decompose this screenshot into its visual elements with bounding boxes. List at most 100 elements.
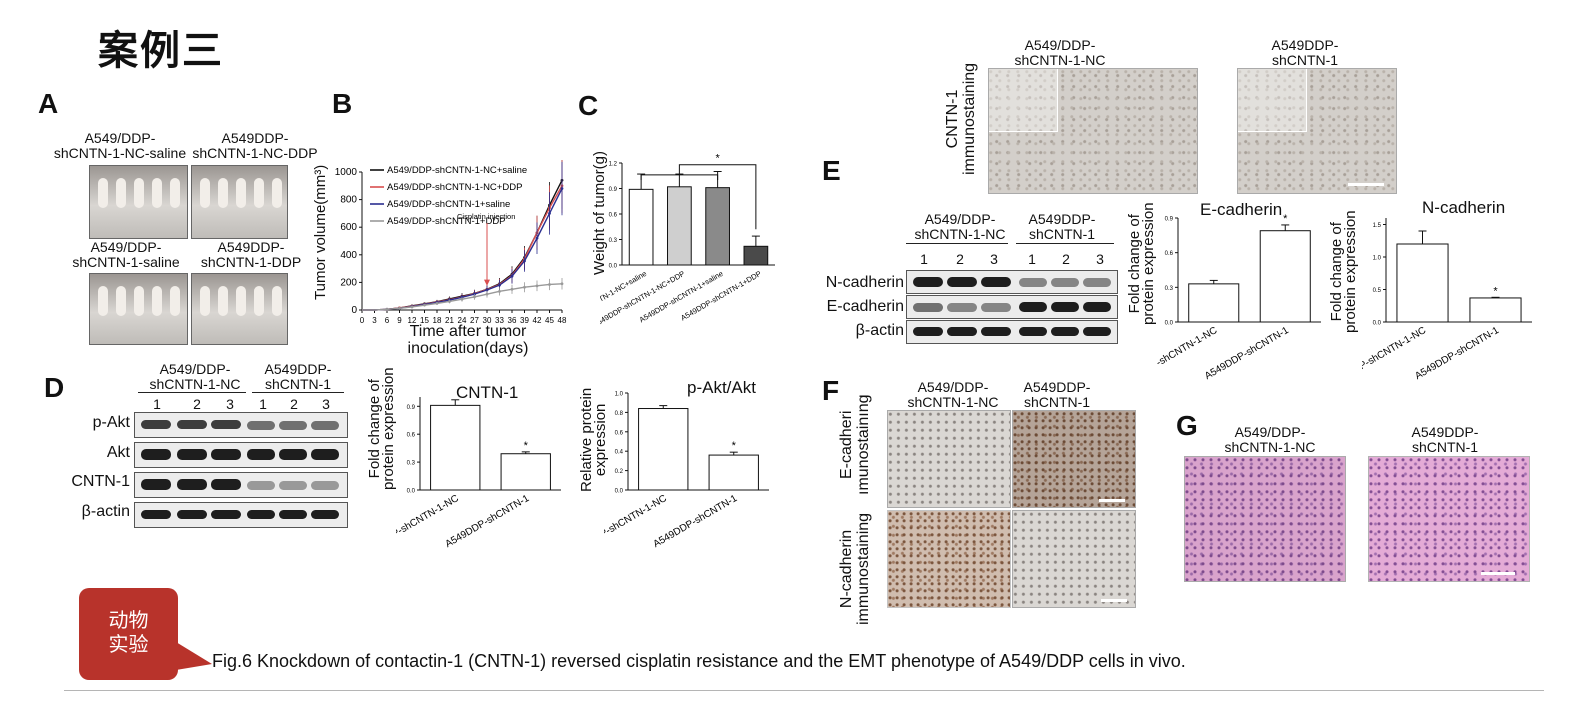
- x-tick-label: 45: [545, 316, 554, 325]
- he-stain-image: [1368, 456, 1530, 582]
- western-blot-strip: [134, 472, 348, 498]
- badge-pointer: [176, 642, 212, 670]
- blot-group-label: A549/DDP-shCNTN-1-NC: [149, 361, 241, 392]
- y-tick-label: 0.4: [615, 450, 624, 456]
- bar: [743, 245, 769, 266]
- x-tick-label: 42: [533, 316, 542, 325]
- chart-ylabel: Fold change of protein expression: [1328, 210, 1359, 333]
- x-tick-label: 9: [397, 316, 402, 325]
- panel-label-a: A: [38, 88, 59, 119]
- western-blot-strip: [906, 320, 1118, 344]
- y-tick-label: 0: [351, 305, 357, 316]
- x-tick-label: 0: [360, 316, 365, 325]
- x-tick-label: 6: [385, 316, 390, 325]
- ihc-inset: [989, 69, 1058, 132]
- blot-row-label: p-Akt: [92, 414, 130, 431]
- data-point: [535, 236, 539, 240]
- x-tick-label: 33: [495, 316, 504, 325]
- data-point: [510, 274, 514, 278]
- divider: [252, 392, 344, 393]
- ihc-caption: A549/DDP-shCNTN-1-NC: [1014, 37, 1106, 68]
- ihc-ylabel: N-cadherin immunostaining: [838, 512, 872, 625]
- western-blot-strip: [134, 442, 348, 468]
- bar: [500, 453, 551, 491]
- western-blot-strip: [134, 502, 348, 528]
- panel-a-caption: A549/DDP-shCNTN-1-NC-saline: [53, 130, 187, 161]
- bar: [1259, 230, 1311, 323]
- panel-label-e: E: [822, 155, 841, 186]
- x-tick-label: 18: [433, 316, 442, 325]
- divider: [1016, 243, 1114, 244]
- x-tick-label: A549DDP-shCNTN-1-NC: [604, 493, 669, 559]
- bar: [1469, 297, 1522, 323]
- y-tick-label: 0.0: [1165, 321, 1174, 327]
- ihc-ylabel: CNTN-1 immunostaining: [944, 62, 978, 175]
- y-tick-label: 0.6: [1165, 251, 1174, 257]
- data-point: [560, 187, 564, 190]
- figure-caption: Fig.6 Knockdown of contactin-1 (CNTN-1) …: [212, 651, 1186, 671]
- scale-bar: [1481, 572, 1515, 575]
- bar: [430, 404, 481, 491]
- pakt-bar-chart: 0.00.20.40.60.81.0A549DDP-shCNTN-1-NCA54…: [604, 392, 769, 559]
- data-point: [385, 307, 389, 311]
- y-tick-label: 0.6: [609, 213, 618, 219]
- data-point: [523, 285, 526, 289]
- lane-number: 1: [153, 396, 161, 412]
- bar: [628, 188, 654, 266]
- lane-number: 3: [990, 251, 998, 267]
- lane-number: 2: [956, 251, 964, 267]
- lane-number: 1: [920, 251, 928, 267]
- lane-number: 3: [1096, 251, 1104, 267]
- panel-b-xlabel: Time after tumor inoculation(days): [407, 323, 529, 357]
- significance-star: *: [524, 440, 529, 452]
- panel-label-d: D: [44, 372, 65, 403]
- panel-a-caption: A549DDP-shCNTN-1-DDP: [200, 239, 302, 270]
- chart-ylabel: Fold change of protein expression: [366, 367, 397, 490]
- cntn1-bar-chart: 0.00.30.60.9A549DDP-shCNTN-1-NCA549DDP-s…: [396, 397, 561, 559]
- divider: [64, 690, 1544, 691]
- significance-star: *: [715, 153, 720, 165]
- y-tick-label: 0.3: [1165, 286, 1174, 292]
- blot-group-label: A549DDP-shCNTN-1: [1028, 211, 1096, 242]
- ihc-image: [1012, 510, 1136, 608]
- blot-row-label: CNTN-1: [71, 473, 130, 490]
- x-tick-label: 27: [470, 316, 479, 325]
- panel-b-ylabel: Tumor volume(mm³): [312, 164, 329, 300]
- x-tick-label: 36: [508, 316, 517, 325]
- ihc-caption: A549DDP-shCNTN-1: [1271, 37, 1339, 68]
- scale-bar: [1101, 599, 1127, 602]
- y-tick-label: 0.9: [407, 405, 416, 411]
- chart-title: CNTN-1: [456, 383, 519, 402]
- y-tick-label: 0.0: [1373, 321, 1382, 327]
- y-tick-label: 0.2: [615, 469, 624, 475]
- x-tick-label: 3: [372, 316, 377, 325]
- ihc-caption: A549/DDP-shCNTN-1-NC: [907, 379, 999, 410]
- mice-photo: [89, 165, 188, 239]
- y-tick-label: 0.9: [609, 187, 618, 193]
- y-tick-label: 0.8: [615, 411, 624, 417]
- blot-row-label: β-actin: [855, 322, 904, 339]
- panel-label-c: C: [578, 90, 599, 121]
- mice-photo: [191, 165, 288, 239]
- y-tick-label: 1.0: [1373, 256, 1382, 262]
- blot-row-label: N-cadherin: [825, 274, 904, 291]
- page-title: 案例三: [98, 27, 224, 74]
- y-tick-label: 0.0: [407, 489, 416, 495]
- bar: [667, 186, 692, 266]
- data-point: [460, 297, 464, 301]
- ihc-inset: [1238, 69, 1307, 132]
- x-tick-label: 48: [558, 316, 567, 325]
- y-tick-label: 1000: [335, 167, 358, 178]
- divider: [906, 243, 1008, 244]
- legend-label: A549/DDP-shCNTN-1+DDP: [387, 216, 506, 227]
- y-tick-label: 0.3: [407, 461, 416, 467]
- y-tick-label: 800: [340, 195, 357, 206]
- data-point: [473, 295, 476, 299]
- x-tick-label: 24: [458, 316, 467, 325]
- bar: [1188, 283, 1240, 323]
- data-point: [423, 303, 426, 307]
- data-point: [485, 292, 489, 296]
- chart-ylabel: Fold change of protein expression: [1126, 202, 1157, 325]
- legend-label: A549/DDP-shCNTN-1+saline: [387, 199, 510, 210]
- lane-number: 3: [322, 396, 330, 412]
